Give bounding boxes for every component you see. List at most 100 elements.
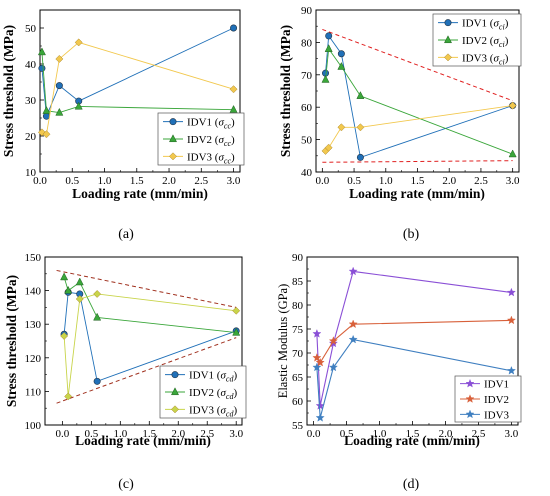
y-tick-label: 110 [25,386,42,398]
legend-label: IDV3 (σci) [462,52,509,66]
panel-3: 0.0 0.5 1.0 1.5 2.0 2.5 3.0 100 110 120 130 140 150 L… [4,252,247,492]
data-point [55,55,64,63]
y-tick-label: 90 [301,5,313,17]
x-tick-label: 3.0 [506,175,520,187]
data-point [506,366,516,375]
x-tick-label: 2.0 [442,175,456,187]
x-tick-label: 2.5 [472,428,486,440]
series-line [316,319,512,364]
data-point [229,104,238,113]
x-tick-label: 0.0 [307,428,321,440]
x-tick-label: 0.0 [33,175,47,187]
y-tick-label: 20 [25,131,37,143]
y-tick-label: 50 [301,135,313,147]
x-tick-label: 2.0 [162,175,176,187]
legend-label: IDV2 [484,394,509,406]
legend-label: IDV1 (σcc) [187,117,235,131]
series-line [63,277,237,334]
data-point [328,362,338,372]
data-point [93,312,102,321]
legend-marker [171,371,179,379]
y-tick-label: 75 [292,324,304,336]
x-tick-label: 1.0 [373,428,387,440]
legend-marker [171,405,179,414]
plot-frame [39,9,241,173]
legend: IDV1 (σcd) IDV2 (σcd) IDV3 (σcd) [159,365,247,419]
legend-marker [169,152,177,161]
y-tick-label: 50 [25,23,37,35]
y-tick-label: 65 [292,372,304,384]
boundary-line [322,28,513,102]
panel-label: (c) [118,477,134,492]
panel-2: 0.0 0.5 1.0 1.5 2.0 2.5 3.0 40 50 60 70 80 90 Loading… [278,5,522,242]
data-point [348,319,358,329]
x-tick-label: 1.5 [142,428,156,440]
data-point [356,123,365,132]
y-axis-label: Stress threshold (MPa) [1,25,16,157]
series-idv3 [37,38,238,139]
data-point [348,334,358,344]
data-point [75,295,84,303]
data-point [324,44,333,52]
y-tick-label: 120 [25,353,42,365]
legend-marker [168,134,178,143]
legend-marker [444,53,452,62]
x-tick-label: 1.0 [379,175,393,187]
series-idv3 [312,334,516,422]
x-tick-label: 3.0 [505,428,519,440]
data-point [315,413,325,422]
boundary-line [56,269,237,308]
y-axis-label: Stress threshold (MPa) [4,275,19,407]
y-tick-label: 60 [292,396,304,408]
series-line [41,27,234,117]
data-point [74,38,83,47]
data-point [325,32,333,40]
series-idv2 [37,47,238,116]
x-tick-label: 3.0 [229,428,243,440]
data-point [324,143,333,152]
legend-label: IDV2 (σci) [462,35,509,49]
data-point [506,287,516,297]
legend-label: IDV2 (σcc) [187,134,235,148]
x-tick-label: 2.5 [194,175,208,187]
data-point [229,85,238,94]
y-tick-label: 80 [292,300,304,312]
y-tick-label: 90 [292,252,304,264]
x-tick-label: 0.5 [84,428,98,440]
series-line [325,105,513,152]
legend-label: IDV1 [484,379,509,391]
legend-label: IDV3 [484,409,510,421]
x-tick-label: 0.5 [65,175,79,187]
data-point [356,153,364,161]
legend-label: IDV2 (σcd) [189,387,237,401]
x-tick-label: 1.5 [406,428,420,440]
data-point [337,61,346,70]
panel-1: 0.0 0.5 1.0 1.5 2.0 2.5 3.0 10 20 30 40 50 Loading r… [1,9,245,242]
y-tick-label: 70 [292,348,304,360]
x-axis-label: Loading rate (mm/min) [349,186,485,201]
data-point [321,74,330,83]
panel-label: (a) [118,227,134,242]
legend-marker [443,35,453,44]
legend-marker [465,394,475,403]
data-point [312,353,322,362]
data-point [64,285,73,294]
y-tick-label: 100 [25,420,42,432]
x-tick-label: 0.0 [56,428,70,440]
y-tick-label: 150 [25,252,42,264]
data-point [42,112,50,120]
x-tick-label: 1.0 [98,175,112,187]
data-point [508,149,517,158]
x-axis-label: Loading rate (mm/min) [75,433,211,448]
y-tick-label: 130 [25,319,42,331]
y-axis-label: Stress threshold (MPa) [278,25,293,157]
x-tick-label: 1.0 [113,428,127,440]
y-tick-label: 40 [25,59,37,71]
legend: IDV1 IDV2 IDV3 [454,375,522,423]
legend-label: IDV1 (σci) [462,18,509,32]
series-idv3 [321,101,517,155]
data-point [42,130,51,139]
data-point [74,101,83,110]
series-idv2 [321,44,517,158]
